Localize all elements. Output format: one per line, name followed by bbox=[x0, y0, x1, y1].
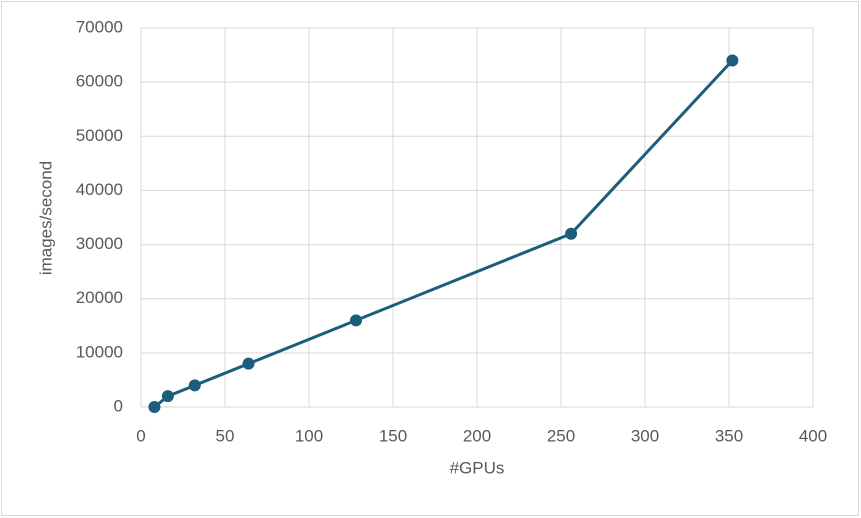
x-tick-label: 100 bbox=[295, 426, 323, 445]
data-point bbox=[350, 314, 363, 327]
x-tick-label: 250 bbox=[547, 426, 575, 445]
x-tick-label: 300 bbox=[631, 426, 659, 445]
data-point bbox=[242, 357, 255, 370]
data-point bbox=[148, 401, 161, 413]
x-tick-label: 400 bbox=[799, 426, 827, 445]
y-tick-label: 0 bbox=[114, 396, 123, 415]
x-tick-label: 200 bbox=[463, 426, 491, 445]
y-tick-label: 30000 bbox=[76, 234, 123, 253]
y-tick-label: 40000 bbox=[76, 180, 123, 199]
x-tick-label: 50 bbox=[216, 426, 235, 445]
x-tick-label: 150 bbox=[379, 426, 407, 445]
y-axis-title: images/second bbox=[36, 161, 55, 275]
y-tick-label: 10000 bbox=[76, 342, 123, 361]
data-point bbox=[726, 54, 739, 67]
data-point bbox=[565, 227, 578, 240]
x-tick-label: 0 bbox=[136, 426, 145, 445]
x-axis-title: #GPUs bbox=[450, 458, 505, 477]
y-tick-label: 60000 bbox=[76, 72, 123, 91]
y-tick-label: 20000 bbox=[76, 288, 123, 307]
x-tick-label: 350 bbox=[715, 426, 743, 445]
data-point bbox=[161, 390, 174, 403]
y-tick-label: 70000 bbox=[76, 17, 123, 36]
y-tick-label: 50000 bbox=[76, 126, 123, 145]
data-point bbox=[188, 379, 201, 392]
